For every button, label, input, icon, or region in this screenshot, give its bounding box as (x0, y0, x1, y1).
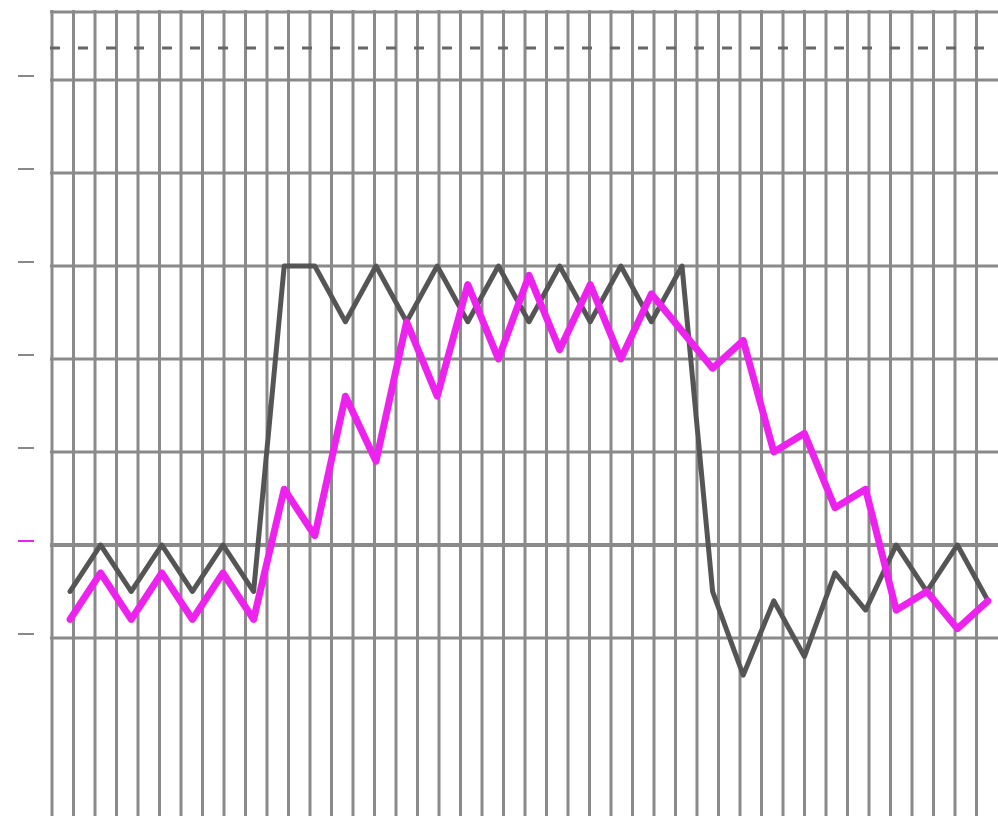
series-1-point (129, 590, 133, 593)
series-2-point (99, 571, 103, 575)
series-1-point (802, 655, 806, 659)
series-1-point (619, 264, 623, 268)
series-2-point (772, 450, 776, 454)
series-2-point (558, 348, 562, 352)
series-1-point (833, 571, 837, 575)
series-2-point (955, 627, 959, 631)
series-1-point (741, 673, 745, 677)
series-2-point (864, 487, 868, 491)
series-2-point (649, 292, 653, 296)
series-1-point (680, 264, 684, 268)
series-1-point (68, 590, 72, 593)
series-2-point (619, 357, 623, 361)
series-2-point (741, 338, 745, 342)
series-2-point (894, 608, 898, 612)
series-2-point (588, 283, 592, 287)
series-2-point (496, 357, 500, 361)
series-2-point (129, 617, 133, 621)
series-2-point (405, 320, 409, 324)
series-layer (66, 263, 992, 678)
series-1-point (711, 590, 715, 593)
series-2-point (986, 599, 990, 603)
series-1-point (252, 590, 256, 593)
series-2-point (343, 394, 347, 398)
series-1-point (466, 320, 470, 324)
series-1-point (99, 543, 103, 547)
series-1-line (67, 263, 991, 678)
series-2-point (374, 459, 378, 463)
series-2-point (68, 617, 72, 621)
series-2-point (711, 366, 715, 370)
series-2-point (221, 571, 225, 575)
y-tick-labels (18, 75, 34, 635)
series-1-point (955, 543, 959, 547)
series-1-point (160, 543, 164, 547)
series-1-point (282, 264, 286, 268)
series-1-point (649, 320, 653, 324)
series-2-point (925, 590, 929, 593)
series-1-point (527, 320, 531, 324)
series-2-point (527, 273, 531, 277)
series-1-point (588, 320, 592, 324)
series-2-point (680, 329, 684, 333)
series-1-point (894, 543, 898, 547)
series-2-point (252, 617, 256, 621)
series-1-point (343, 320, 347, 324)
horizontal-gridlines (50, 10, 998, 640)
series-2-point (282, 487, 286, 491)
series-1-point (772, 599, 776, 603)
series-1-point (190, 590, 194, 593)
series-2-point (435, 394, 439, 398)
series-1-point (496, 264, 500, 268)
series-1-point (221, 543, 225, 547)
series-1-point (864, 608, 868, 612)
series-1-point (374, 264, 378, 268)
series-2-point (160, 571, 164, 575)
series-2-point (466, 283, 470, 287)
series-1-point (558, 264, 562, 268)
series-1-point (435, 264, 439, 268)
series-1-point (313, 264, 317, 268)
series-2-point (313, 534, 317, 538)
series-2-point (190, 617, 194, 621)
series-2-point (802, 431, 806, 435)
series-2-point (833, 506, 837, 510)
vertical-gridlines (50, 10, 978, 816)
